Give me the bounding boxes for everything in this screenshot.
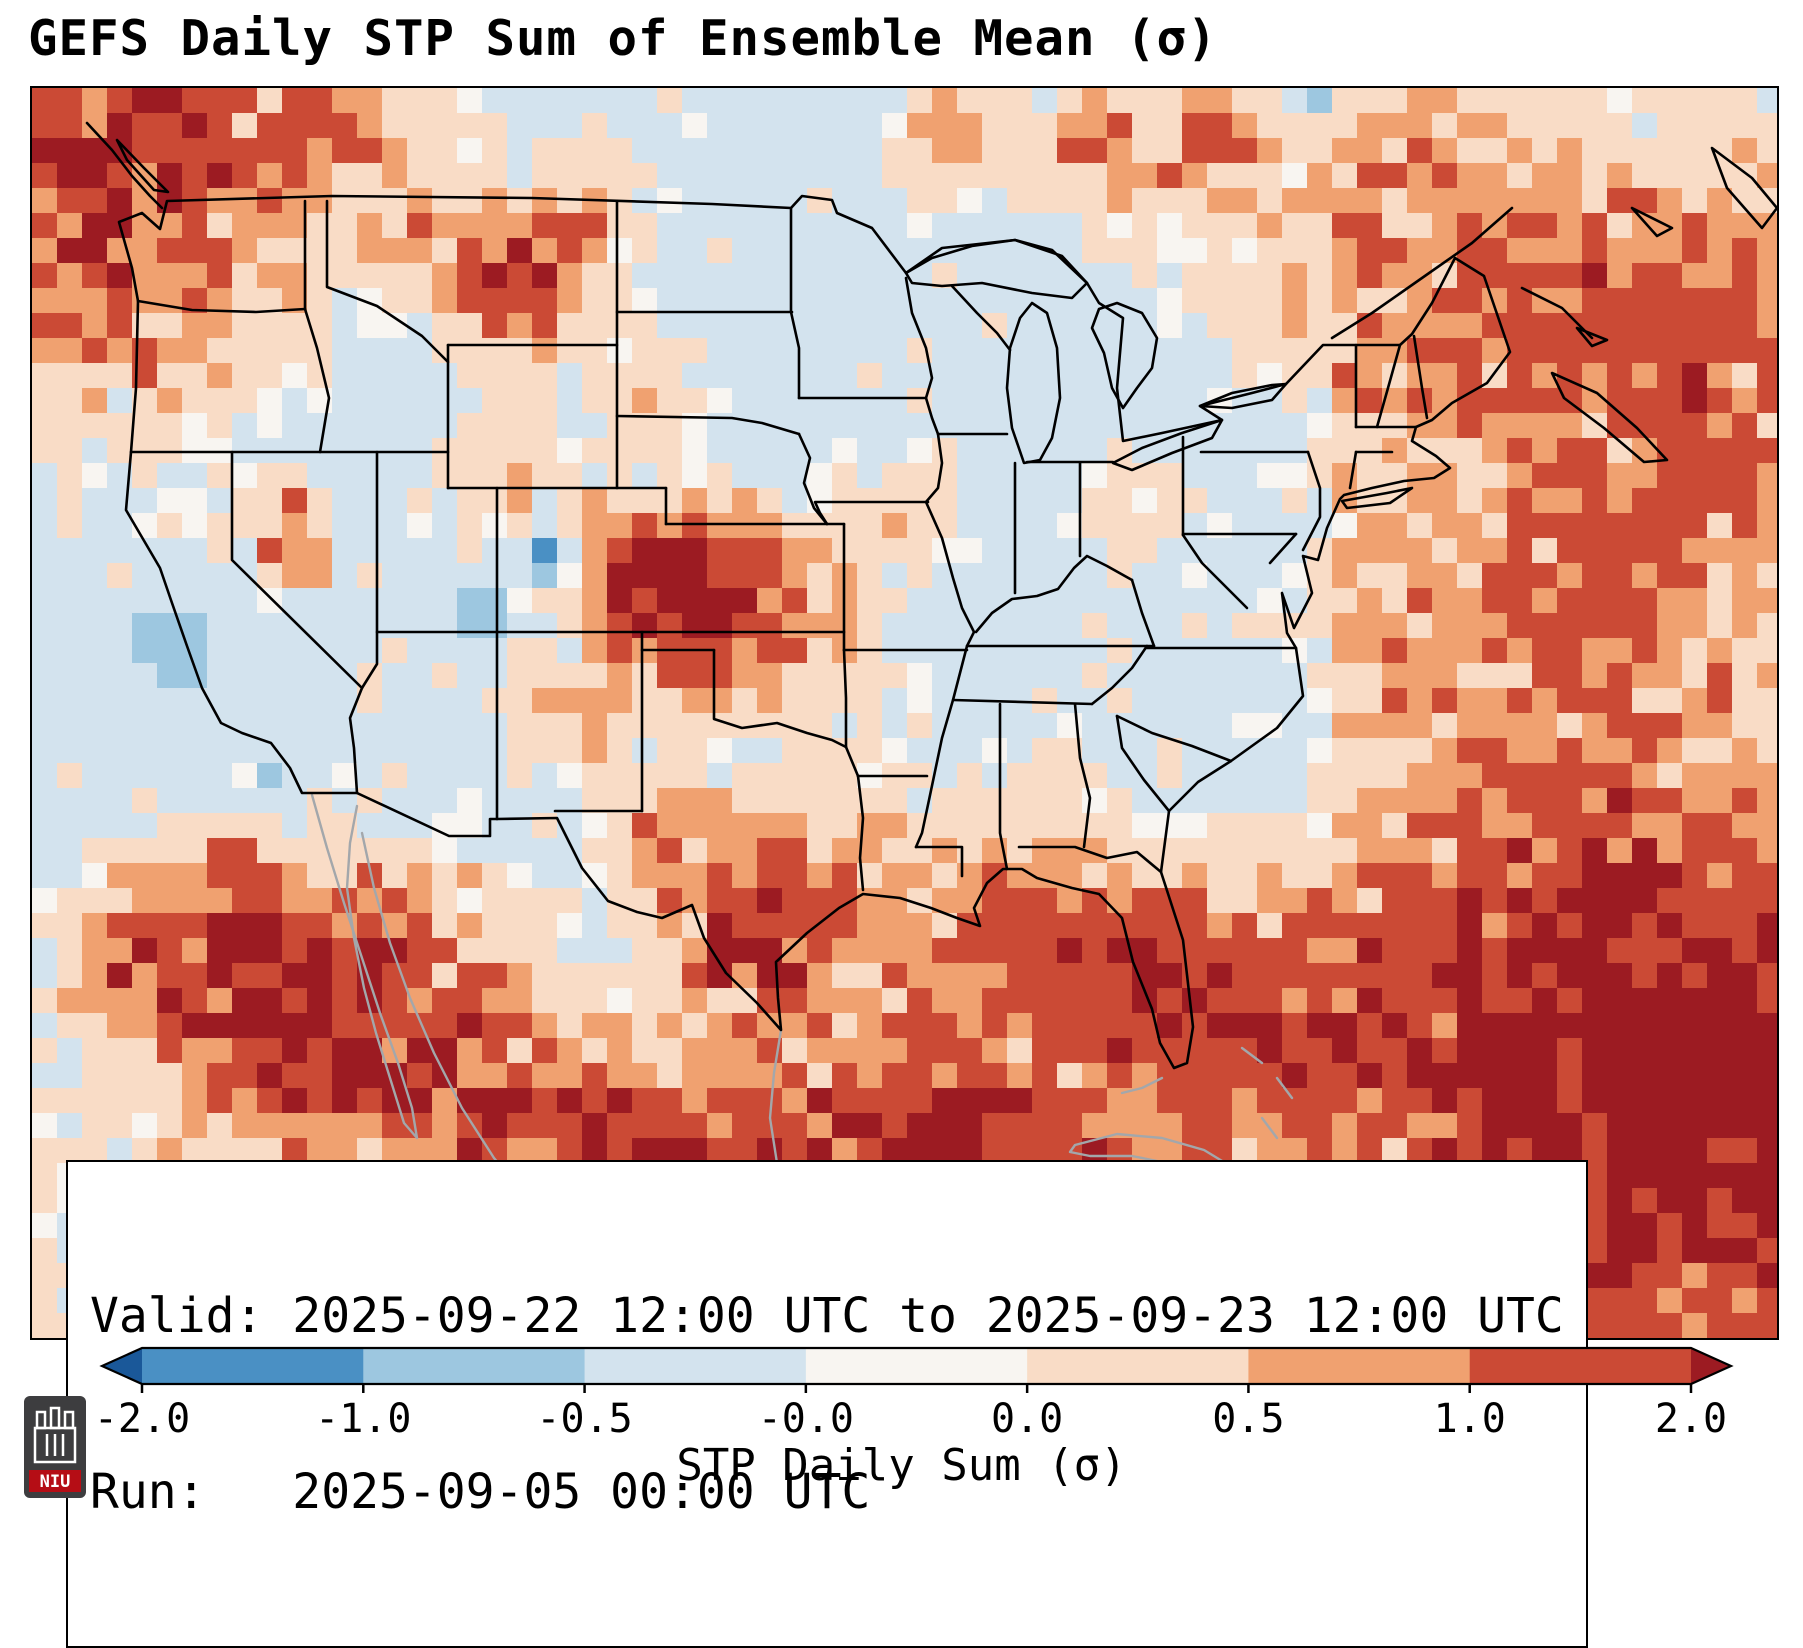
colorbar-label: STP Daily Sum (σ) [676,1440,1127,1491]
colorbar-tick-label: 2.0 [1655,1396,1727,1442]
page-title: GEFS Daily STP Sum of Ensemble Mean (σ) [28,10,1218,67]
niu-logo: NIU [24,1396,86,1498]
colorbar: -2.0 -1.0 -0.5 -0.0 0.0 0.5 1.0 2.0 [94,1346,1734,1442]
map-panel: Valid: 2025-09-22 12:00 UTC to 2025-09-2… [30,86,1779,1648]
niu-logo-icon: NIU [24,1396,86,1498]
us-map [32,88,1777,1338]
colorbar-tick-label: -0.0 [758,1396,854,1442]
niu-logo-text: NIU [40,1472,71,1492]
colorbar-tick-label: -1.0 [315,1396,411,1442]
colorbar-tick-label: -2.0 [94,1396,190,1442]
valid-time-text: Valid: 2025-09-22 12:00 UTC to 2025-09-2… [90,1288,1564,1345]
colorbar-tick-label: -0.5 [536,1396,632,1442]
colorbar-tick-label: 0.0 [991,1396,1063,1442]
colorbar-tick-label: 1.0 [1434,1396,1506,1442]
colorbar-tick-label: 0.5 [1212,1396,1284,1442]
